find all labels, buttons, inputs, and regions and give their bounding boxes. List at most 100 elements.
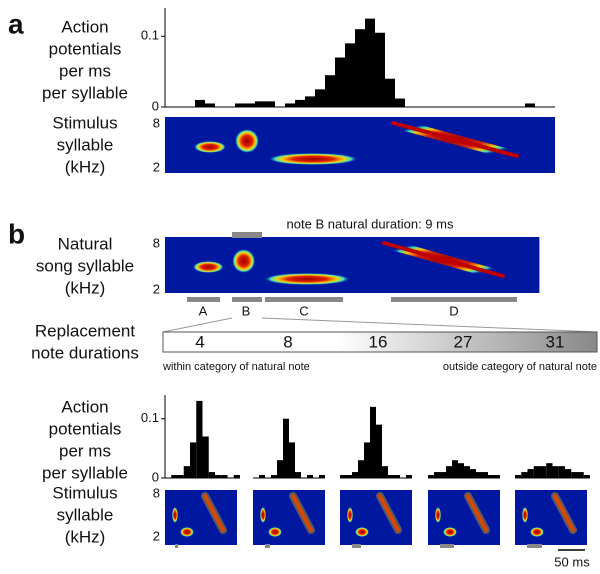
duration-bar xyxy=(162,331,598,353)
note-label: D xyxy=(449,303,458,318)
spec-tick: 8 xyxy=(153,485,160,500)
y-tick-label: 0.1 xyxy=(141,410,159,425)
bar xyxy=(171,475,178,478)
bar xyxy=(375,32,385,107)
bar xyxy=(365,18,375,107)
bar xyxy=(406,475,412,478)
note-title: note B natural duration: 9 ms xyxy=(287,216,454,231)
bar xyxy=(335,57,345,107)
y-tick-label: 0 xyxy=(152,469,159,484)
bar xyxy=(283,418,289,478)
spectrogram xyxy=(340,490,412,545)
bar xyxy=(558,466,565,478)
bar xyxy=(208,472,215,478)
axis-label: per ms xyxy=(59,61,111,80)
bar xyxy=(235,103,245,107)
axis-label: per ms xyxy=(59,441,111,460)
bar xyxy=(345,43,355,107)
bar xyxy=(446,466,452,478)
bar xyxy=(183,466,190,478)
spec-tick: 2 xyxy=(153,159,160,174)
spectrogram xyxy=(515,490,587,545)
bar xyxy=(315,89,325,107)
bar xyxy=(289,442,295,478)
bar xyxy=(233,475,240,478)
duration-marker xyxy=(265,544,270,548)
bar xyxy=(255,101,265,107)
bar xyxy=(370,406,376,478)
bar xyxy=(305,96,315,107)
bar xyxy=(295,472,301,478)
bar xyxy=(196,400,203,478)
axis-label: potentials xyxy=(49,419,122,438)
bar xyxy=(340,475,346,478)
bar xyxy=(376,424,382,478)
bar xyxy=(583,475,590,478)
bar xyxy=(190,442,197,478)
duration-marker xyxy=(440,544,454,548)
bar xyxy=(452,460,458,478)
bar xyxy=(494,475,500,478)
note: within category of natural note xyxy=(162,361,310,373)
panel-label: b xyxy=(8,218,25,249)
note-label: A xyxy=(199,303,208,318)
bar xyxy=(205,103,215,107)
note-bar xyxy=(265,297,343,302)
axis-label: syllable xyxy=(57,135,114,154)
scale-label: 50 ms xyxy=(554,554,590,569)
spec-tick: 8 xyxy=(153,235,160,250)
bar xyxy=(388,475,394,478)
spectrogram xyxy=(165,490,237,545)
spec-tick: 8 xyxy=(153,115,160,130)
bar xyxy=(464,466,470,478)
note-b-bar xyxy=(232,232,262,238)
panel-label: a xyxy=(8,8,24,39)
bar xyxy=(259,475,265,478)
axis-label: per syllable xyxy=(42,83,128,102)
bar xyxy=(319,475,325,478)
duration-marker xyxy=(527,544,542,548)
axis-label: Replacement xyxy=(35,321,135,340)
bar xyxy=(346,475,352,478)
bar xyxy=(434,472,440,478)
bar xyxy=(458,463,464,478)
duration-label: 8 xyxy=(283,332,292,351)
bar xyxy=(395,98,405,107)
spectrogram xyxy=(253,490,325,545)
bar xyxy=(476,472,482,478)
spectrogram xyxy=(165,117,555,173)
bar xyxy=(515,475,522,478)
spectrogram xyxy=(165,237,539,293)
axis-label: song syllable xyxy=(36,256,134,275)
bar xyxy=(521,472,528,478)
spectrogram xyxy=(428,490,500,545)
bar xyxy=(482,472,488,478)
note: outside category of natural note xyxy=(443,361,597,373)
axis-label: Action xyxy=(61,397,108,416)
bar xyxy=(546,463,553,478)
note-bar xyxy=(391,297,517,302)
bar xyxy=(394,475,400,478)
bar xyxy=(307,475,313,478)
bar xyxy=(440,472,446,478)
bar xyxy=(382,466,388,478)
bar xyxy=(202,436,209,478)
note-bar xyxy=(187,297,220,302)
bar xyxy=(325,75,335,107)
spec-tick: 2 xyxy=(153,528,160,543)
axis-label: Stimulus xyxy=(52,113,117,132)
bar xyxy=(355,29,365,107)
bar xyxy=(277,460,283,478)
bar xyxy=(352,472,358,478)
duration-label: 31 xyxy=(546,332,565,351)
y-tick-label: 0 xyxy=(152,98,159,113)
axis-label: (kHz) xyxy=(65,157,106,176)
note-bar xyxy=(232,297,262,302)
bar xyxy=(488,475,494,478)
bar xyxy=(540,466,547,478)
bar xyxy=(285,103,295,107)
bar xyxy=(215,475,222,478)
axis-label: note durations xyxy=(31,343,139,362)
